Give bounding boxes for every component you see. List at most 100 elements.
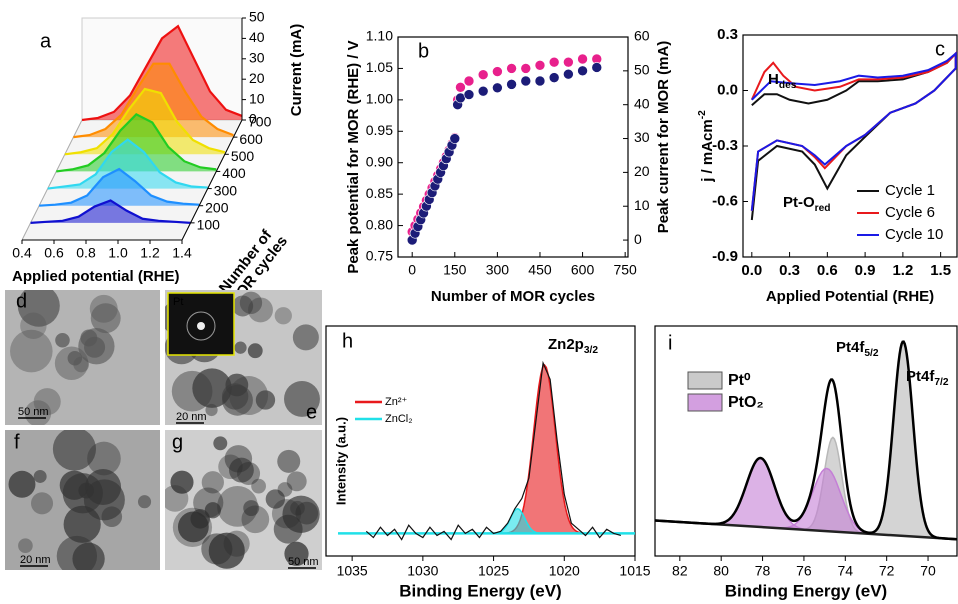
curve — [81, 24, 243, 122]
image-letter: d — [16, 290, 27, 312]
image-letter: f — [14, 431, 20, 453]
z-tick-label: 20 — [249, 70, 265, 86]
tem-particle — [218, 454, 243, 480]
curve-fill — [30, 200, 191, 223]
x-tick-label: 70 — [920, 563, 936, 579]
y-tick-label: 0.90 — [366, 153, 393, 169]
point — [463, 75, 475, 87]
panel-letter: h — [342, 330, 353, 352]
tem-particle — [277, 449, 301, 473]
x-tick-label: 150 — [443, 262, 467, 278]
panel-letter: b — [418, 40, 429, 62]
panel-letter: c — [935, 38, 945, 60]
tem-image — [165, 430, 322, 570]
y2-tick-label: 30 — [634, 129, 650, 145]
image-letter: g — [172, 431, 183, 453]
tem-particle — [277, 482, 293, 497]
point — [477, 85, 489, 97]
legend-label: Pt⁰ — [728, 372, 751, 389]
y-tick-label: 1.10 — [366, 28, 393, 44]
x-tick-label: 1025 — [478, 563, 509, 579]
tem-particle — [248, 297, 273, 323]
x-axis-label: Binding Energy (eV) — [725, 581, 887, 600]
tem-particle — [78, 328, 115, 365]
x-axis-label: Number of MOR cycles — [431, 288, 595, 305]
x-tick-label: 300 — [486, 262, 510, 278]
diffraction-ring — [186, 311, 216, 341]
x-tick-label: 0.4 — [12, 245, 32, 261]
curve — [39, 167, 200, 207]
tem-image — [5, 430, 160, 570]
y-tick-label: 1.00 — [366, 91, 393, 107]
point — [455, 81, 466, 93]
depth-tick-label: 200 — [205, 199, 229, 215]
y2-axis-label: Peak current for MOR (mA) — [655, 41, 672, 234]
tem-particle — [72, 542, 105, 570]
y-axis-label-sup: -2 — [697, 110, 708, 119]
scale-label: 50 nm — [18, 406, 49, 418]
depth-tick-label: 500 — [231, 148, 255, 164]
point — [463, 89, 475, 100]
tem-particle — [223, 530, 250, 557]
tem-particle — [33, 388, 61, 416]
y-tick-label: 1.05 — [366, 59, 393, 75]
x-tick-label: 1.5 — [930, 262, 951, 279]
tem-particle — [232, 295, 254, 317]
point — [548, 56, 560, 68]
x-tick-label: 72 — [879, 563, 895, 579]
tem-particle — [17, 290, 60, 327]
z-tick-label: 40 — [249, 29, 265, 45]
annotation-sub: red — [815, 203, 831, 214]
point — [548, 72, 560, 83]
y2-tick-label: 10 — [634, 197, 650, 213]
tem-particle — [62, 473, 103, 514]
panel-letter: a — [40, 30, 52, 52]
y2-tick-label: 60 — [634, 28, 650, 44]
envelope — [654, 340, 958, 541]
tem-particle — [228, 457, 254, 483]
x-axis-label: Applied potential (RHE) — [12, 268, 180, 285]
y-tick-label: 0.75 — [366, 248, 393, 264]
depth-axis — [181, 119, 243, 241]
plot-frame — [325, 325, 636, 557]
point — [449, 133, 461, 144]
x-tick-label: 1.2 — [140, 245, 160, 261]
curve — [47, 138, 208, 190]
y-axis-label: j / mAcm-2 — [697, 110, 716, 183]
point — [520, 75, 532, 87]
point — [534, 75, 546, 87]
tem-particle — [284, 380, 320, 417]
y2-tick-label: 20 — [634, 163, 650, 179]
scale-label: 50 nm — [288, 556, 319, 568]
annotation: Pt-Ored — [783, 194, 831, 214]
tem-particle — [237, 461, 261, 486]
point — [591, 62, 603, 73]
legend-label: PtO₂ — [728, 394, 764, 411]
point — [577, 65, 588, 77]
point — [477, 69, 489, 81]
z-tick-label: 30 — [249, 50, 265, 66]
x-tick-label: 1020 — [549, 563, 580, 579]
tem-particle — [137, 495, 152, 509]
tem-particle — [295, 501, 319, 525]
y-axis-label: Intensity (a.u.) — [333, 417, 348, 505]
tem-particle — [177, 511, 209, 543]
x-tick-label: 0.6 — [817, 262, 838, 279]
tem-particle — [55, 332, 70, 348]
x-tick-label: 76 — [796, 563, 812, 579]
legend-swatch — [687, 371, 723, 390]
annotation-main: Zn2p — [548, 336, 584, 353]
x-tick-label: 450 — [528, 262, 552, 278]
point — [563, 68, 574, 80]
scale-label: 20 nm — [176, 411, 207, 423]
cv-curve — [750, 51, 957, 211]
legend-swatch — [687, 393, 723, 412]
x-tick-label: 0.9 — [855, 262, 876, 279]
curve — [64, 87, 226, 156]
diffraction-spot — [197, 322, 205, 330]
y2-tick-label: 40 — [634, 95, 650, 111]
annotation-main: H — [768, 71, 779, 88]
x-tick-label: 78 — [755, 563, 771, 579]
tem-particle — [274, 307, 292, 325]
